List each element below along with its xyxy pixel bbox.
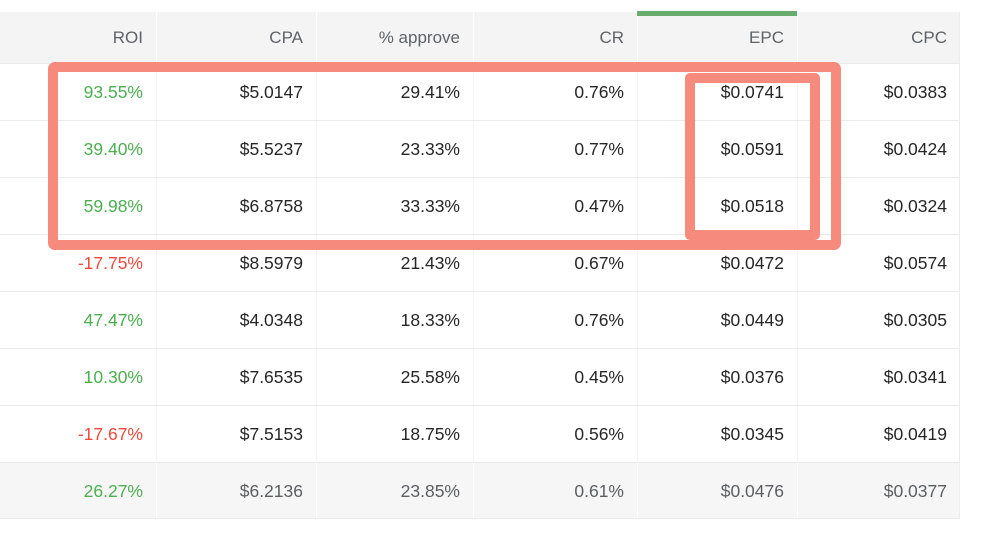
cell-approve: 21.43% (316, 235, 473, 291)
table-row: 93.55% $5.0147 29.41% 0.76% $0.0741 $0.0383 (0, 63, 959, 120)
cell-cpc: $0.0341 (797, 349, 960, 405)
cell-approve: 23.33% (316, 121, 473, 177)
table-header-row: ROI CPA% approve CR EPC CPC (0, 12, 959, 63)
column-header-epc[interactable]: EPC (637, 12, 797, 63)
cell-approve: 29.41% (316, 64, 473, 120)
epc-sort-indicator-bar (637, 11, 797, 16)
stats-table: ROI CPA% approve CR EPC CPC 93.55% $5.0147 29.… (0, 12, 960, 519)
cell-epc: $0.0345 (637, 406, 797, 462)
cell-cr: 0.61% (473, 463, 637, 518)
table-row: -17.67% $7.5153 18.75% 0.56% $0.0345 $0.0419 (0, 405, 959, 462)
cell-roi: 47.47% (83, 310, 143, 330)
cell-epc: $0.0472 (637, 235, 797, 291)
table-row: 10.30% $7.6535 25.58% 0.45% $0.0376 $0.0341 (0, 348, 959, 405)
summary-row: 26.27% $6.2136 23.85% 0.61% $0.0476 $0.0377 (0, 462, 959, 519)
cell-roi: 10.30% (83, 367, 143, 387)
table-row: -17.75% $8.5979 21.43% 0.67% $0.0472 $0.0574 (0, 234, 959, 291)
table-body: 93.55% $5.0147 29.41% 0.76% $0.0741 $0.0383 39… (0, 63, 959, 519)
column-header-roi[interactable]: ROI (112, 28, 143, 47)
cell-cpa: $5.0147 (156, 64, 316, 120)
cell-epc: $0.0741 (637, 64, 797, 120)
column-header-cpa[interactable]: CPA (156, 12, 316, 63)
cell-epc: $0.0518 (637, 178, 797, 234)
table-row: 39.40% $5.5237 23.33% 0.77% $0.0591 $0.0424 (0, 120, 959, 177)
cell-cr: 0.45% (473, 349, 637, 405)
cell-cpa: $7.5153 (156, 406, 316, 462)
cell-cpc: $0.0424 (797, 121, 960, 177)
cell-approve: 18.33% (316, 292, 473, 348)
cell-cpa: $6.2136 (156, 463, 316, 518)
cell-cpa: $8.5979 (156, 235, 316, 291)
cell-approve: 33.33% (316, 178, 473, 234)
cell-epc: $0.0376 (637, 349, 797, 405)
cell-cr: 0.67% (473, 235, 637, 291)
cell-cpc: $0.0305 (797, 292, 960, 348)
cell-approve: 18.75% (316, 406, 473, 462)
column-header-approve[interactable]: % approve (316, 12, 473, 63)
cell-approve: 25.58% (316, 349, 473, 405)
cell-cpc: $0.0377 (797, 463, 960, 518)
cell-roi: 93.55% (83, 82, 143, 102)
cell-epc: $0.0449 (637, 292, 797, 348)
column-header-cr[interactable]: CR (473, 12, 637, 63)
table-row: 47.47% $4.0348 18.33% 0.76% $0.0449 $0.0305 (0, 291, 959, 348)
cell-cr: 0.47% (473, 178, 637, 234)
cell-cpa: $4.0348 (156, 292, 316, 348)
cell-cr: 0.56% (473, 406, 637, 462)
cell-cpc: $0.0324 (797, 178, 960, 234)
cell-cr: 0.76% (473, 64, 637, 120)
cell-cpa: $7.6535 (156, 349, 316, 405)
cell-cpc: $0.0419 (797, 406, 960, 462)
column-header-cpc[interactable]: CPC (797, 12, 960, 63)
cell-epc: $0.0476 (637, 463, 797, 518)
cell-cpa: $6.8758 (156, 178, 316, 234)
cell-roi: -17.67% (77, 424, 143, 444)
cell-cr: 0.77% (473, 121, 637, 177)
cell-cpc: $0.0574 (797, 235, 960, 291)
cell-epc: $0.0591 (637, 121, 797, 177)
cell-roi: 59.98% (83, 196, 143, 216)
cell-cpa: $5.5237 (156, 121, 316, 177)
cell-cpc: $0.0383 (797, 64, 960, 120)
cell-roi: 39.40% (83, 139, 143, 159)
table-row: 59.98% $6.8758 33.33% 0.47% $0.0518 $0.0324 (0, 177, 959, 234)
cell-cr: 0.76% (473, 292, 637, 348)
cell-roi: -17.75% (77, 253, 143, 273)
cell-approve: 23.85% (316, 463, 473, 518)
cell-roi: 26.27% (83, 481, 143, 501)
